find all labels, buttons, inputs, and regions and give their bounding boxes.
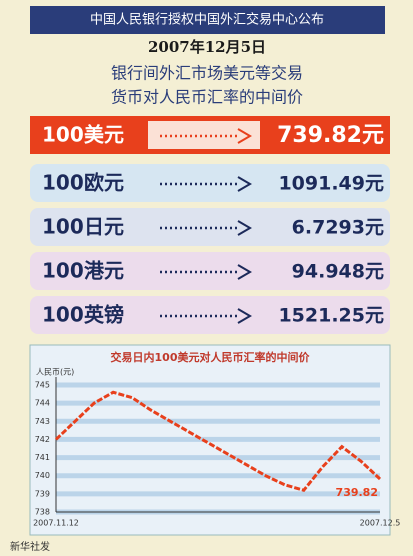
footer: 新华社发 xyxy=(10,540,50,553)
currency: 港元 xyxy=(84,259,124,283)
rate: 94.948元 xyxy=(292,261,384,283)
y-tick-label: 741 xyxy=(35,453,50,462)
amount: 100 xyxy=(42,215,84,239)
arrow-box xyxy=(148,121,260,149)
subtitle: 银行间外汇市场美元等交易 xyxy=(111,64,303,83)
y-tick-label: 743 xyxy=(35,417,50,426)
y-tick-label: 740 xyxy=(35,471,50,480)
rate: 1521.25元 xyxy=(278,305,384,327)
amount: 100 xyxy=(42,303,84,327)
rate: 739.82元 xyxy=(277,123,384,148)
y-tick-label: 738 xyxy=(35,508,50,517)
y-axis-label: 人民币(元) xyxy=(36,368,74,377)
y-tick-label: 742 xyxy=(35,435,50,444)
currency: 欧元 xyxy=(84,171,124,195)
amount: 100 xyxy=(42,123,84,147)
header-title: 中国人民银行授权中国外汇交易中心公布 xyxy=(90,12,324,28)
x-tick-label: 2007.12.5 xyxy=(360,519,401,528)
annotation: 739.82 xyxy=(336,486,378,499)
amount: 100 xyxy=(42,259,84,283)
rate: 6.7293元 xyxy=(292,217,384,239)
infographic: 中国人民银行授权中国外汇交易中心公布 2007年12月5日 银行间外汇市场美元等… xyxy=(0,0,413,556)
y-tick-label: 744 xyxy=(35,399,50,408)
currency: 日元 xyxy=(84,215,124,239)
chart-title: 交易日内100美元对人民币汇率的中间价 xyxy=(111,350,311,364)
subtitle: 货币对人民币汇率的中间价 xyxy=(111,88,303,107)
amount: 100 xyxy=(42,171,84,195)
y-tick-label: 745 xyxy=(35,381,50,390)
date: 2007年12月5日 xyxy=(148,38,266,56)
y-tick-label: 739 xyxy=(35,489,50,498)
currency: 美元 xyxy=(84,123,124,147)
currency: 英镑 xyxy=(84,303,124,327)
x-tick-label: 2007.11.12 xyxy=(33,519,79,528)
rate: 1091.49元 xyxy=(278,173,384,195)
